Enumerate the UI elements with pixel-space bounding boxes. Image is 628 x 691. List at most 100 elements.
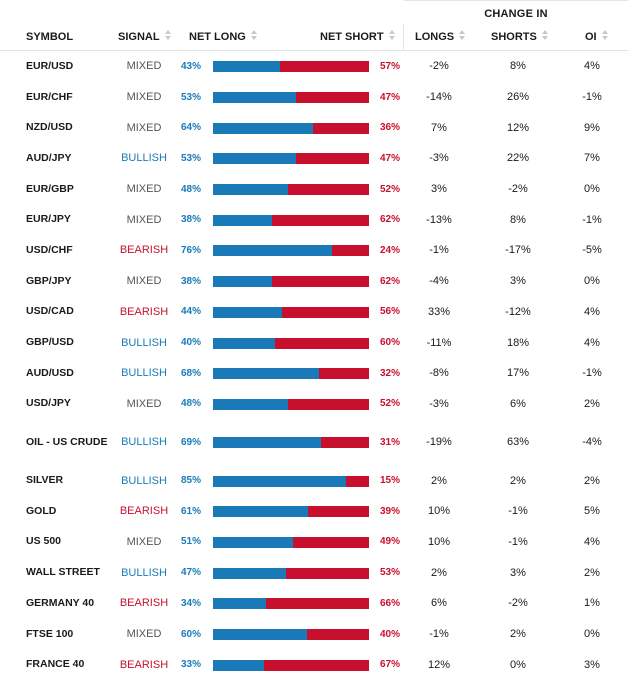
net-short-bar	[286, 567, 369, 579]
symbol-cell[interactable]: FRANCE 40	[26, 658, 85, 671]
table-row[interactable]: SILVER BULLISH 85% 15% 2% 2% 2%	[0, 465, 628, 496]
signal-cell: BULLISH	[121, 152, 167, 165]
net-long-value: 38%	[180, 214, 201, 226]
shorts-change-cell: -1%	[508, 505, 528, 518]
net-short-value: 60%	[379, 337, 400, 349]
net-long-bar	[213, 61, 280, 73]
symbol-cell[interactable]: GBP/USD	[26, 336, 74, 349]
net-short-bar	[308, 506, 369, 518]
net-long-bar	[213, 92, 296, 104]
signal-cell: MIXED	[126, 213, 162, 226]
shorts-change-cell: -12%	[505, 305, 531, 318]
net-long-bar	[213, 629, 307, 641]
signal-cell: MIXED	[126, 628, 162, 641]
symbol-cell[interactable]: USD/CHF	[26, 243, 73, 256]
table-row[interactable]: OIL - US CRUDE BULLISH 69% 31% -19% 63% -4%	[0, 419, 628, 465]
symbol-cell[interactable]: USD/CAD	[26, 305, 74, 318]
oi-change-cell: 3%	[584, 658, 600, 671]
table-row[interactable]: GOLD BEARISH 61% 39% 10% -1% 5%	[0, 496, 628, 527]
shorts-change-cell: 0%	[510, 658, 526, 671]
symbol-cell[interactable]: USD/JPY	[26, 397, 71, 410]
table-row[interactable]: GERMANY 40 BEARISH 34% 66% 6% -2% 1%	[0, 588, 628, 619]
symbol-cell[interactable]: GOLD	[26, 504, 57, 517]
longs-change-cell: -1%	[429, 628, 449, 641]
symbol-cell[interactable]: WALL STREET	[26, 566, 100, 579]
symbol-cell[interactable]: GERMANY 40	[26, 596, 95, 609]
col-net-long-label: NET LONG	[189, 31, 246, 43]
net-long-value: 51%	[180, 536, 201, 548]
sort-icon[interactable]	[601, 30, 608, 41]
shorts-change-cell: 18%	[506, 336, 530, 349]
sort-icon[interactable]	[459, 30, 466, 41]
table-row[interactable]: USD/CAD BEARISH 44% 56% 33% -12% 4%	[0, 297, 628, 328]
symbol-cell[interactable]: AUD/JPY	[26, 151, 72, 164]
sort-icon[interactable]	[250, 30, 257, 41]
net-long-value: 33%	[180, 659, 201, 671]
longs-change-cell: 6%	[431, 597, 447, 610]
symbol-cell[interactable]: OIL - US CRUDE	[26, 435, 108, 448]
table-row[interactable]: USD/JPY MIXED 48% 52% -3% 6% 2%	[0, 389, 628, 420]
shorts-change-cell: 12%	[506, 121, 530, 134]
longs-change-cell: 2%	[431, 474, 447, 487]
oi-change-cell: 7%	[584, 152, 600, 165]
symbol-cell[interactable]: SILVER	[26, 474, 64, 487]
table-row[interactable]: WALL STREET BULLISH 47% 53% 2% 3% 2%	[0, 557, 628, 588]
net-short-value: 47%	[379, 152, 400, 164]
signal-cell: BULLISH	[121, 436, 167, 449]
symbol-cell[interactable]: AUD/USD	[26, 366, 74, 379]
table-row[interactable]: GBP/JPY MIXED 38% 62% -4% 3% 0%	[0, 266, 628, 297]
net-short-bar	[288, 398, 369, 410]
net-long-bar	[213, 368, 319, 380]
sentiment-bar	[213, 629, 369, 641]
table-row[interactable]: US 500 MIXED 51% 49% 10% -1% 4%	[0, 527, 628, 558]
net-short-bar	[280, 61, 369, 73]
symbol-cell[interactable]: US 500	[26, 535, 62, 548]
symbol-cell[interactable]: GBP/JPY	[26, 274, 72, 287]
longs-change-cell: -4%	[429, 275, 449, 288]
sort-icon[interactable]	[541, 30, 548, 41]
sentiment-bar	[213, 567, 369, 579]
table-row[interactable]: EUR/CHF MIXED 53% 47% -14% 26% -1%	[0, 82, 628, 113]
col-oi-header[interactable]: OI	[585, 24, 608, 50]
symbol-cell[interactable]: FTSE 100	[26, 627, 74, 640]
signal-cell: BULLISH	[121, 566, 167, 579]
sentiment-bar	[213, 337, 369, 349]
net-long-value: 48%	[180, 183, 201, 195]
net-short-bar	[272, 276, 369, 288]
symbol-cell[interactable]: NZD/USD	[26, 121, 73, 134]
shorts-change-cell: 26%	[506, 91, 530, 104]
col-longs-header[interactable]: LONGS	[415, 24, 466, 50]
net-short-value: 62%	[379, 275, 400, 287]
sort-icon[interactable]	[164, 30, 171, 41]
col-signal-header[interactable]: SIGNAL	[118, 24, 171, 50]
sort-icon[interactable]	[388, 30, 395, 41]
table-row[interactable]: FTSE 100 MIXED 60% 40% -1% 2% 0%	[0, 619, 628, 650]
longs-change-cell: 10%	[427, 535, 451, 548]
table-row[interactable]: AUD/JPY BULLISH 53% 47% -3% 22% 7%	[0, 143, 628, 174]
symbol-cell[interactable]: EUR/GBP	[26, 182, 74, 195]
net-short-bar	[266, 598, 369, 610]
col-net-short-header[interactable]: NET SHORT	[320, 24, 395, 50]
table-row[interactable]: GBP/USD BULLISH 40% 60% -11% 18% 4%	[0, 327, 628, 358]
net-long-bar	[213, 598, 266, 610]
table-row[interactable]: AUD/USD BULLISH 68% 32% -8% 17% -1%	[0, 358, 628, 389]
symbol-cell[interactable]: EUR/USD	[26, 59, 74, 72]
symbol-cell[interactable]: EUR/JPY	[26, 213, 71, 226]
col-symbol-header[interactable]: SYMBOL	[26, 24, 73, 50]
net-short-bar	[319, 368, 369, 380]
net-short-bar	[264, 659, 369, 671]
col-shorts-label: SHORTS	[491, 31, 537, 43]
table-row[interactable]: EUR/GBP MIXED 48% 52% 3% -2% 0%	[0, 174, 628, 205]
table-row[interactable]: EUR/USD MIXED 43% 57% -2% 8% 4%	[0, 51, 628, 82]
table-row[interactable]: FRANCE 40 BEARISH 33% 67% 12% 0% 3%	[0, 649, 628, 680]
sentiment-bar	[213, 398, 369, 410]
col-net-long-header[interactable]: NET LONG	[189, 24, 257, 50]
table-row[interactable]: NZD/USD MIXED 64% 36% 7% 12% 9%	[0, 112, 628, 143]
table-row[interactable]: EUR/JPY MIXED 38% 62% -13% 8% -1%	[0, 204, 628, 235]
table-row[interactable]: USD/CHF BEARISH 76% 24% -1% -17% -5%	[0, 235, 628, 266]
net-long-value: 69%	[180, 436, 201, 448]
symbol-cell[interactable]: EUR/CHF	[26, 90, 73, 103]
col-shorts-header[interactable]: SHORTS	[491, 24, 548, 50]
net-long-value: 40%	[180, 337, 201, 349]
signal-cell: MIXED	[126, 535, 162, 548]
